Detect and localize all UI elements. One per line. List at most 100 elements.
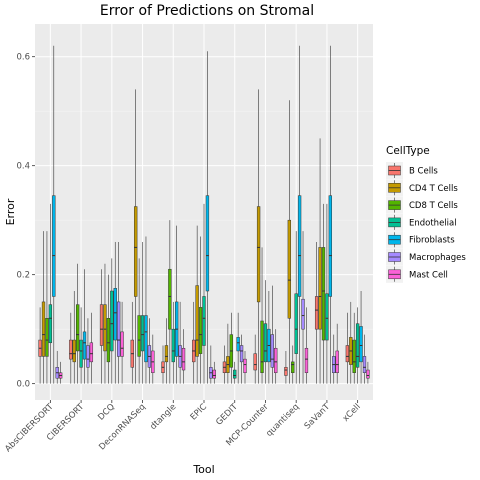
box bbox=[134, 206, 138, 297]
box-group bbox=[69, 263, 94, 384]
box bbox=[52, 195, 56, 297]
box bbox=[359, 326, 363, 363]
box bbox=[284, 367, 288, 376]
box bbox=[212, 369, 216, 379]
box-group bbox=[161, 220, 186, 384]
box bbox=[362, 356, 367, 374]
box-group bbox=[222, 312, 247, 384]
box bbox=[233, 369, 237, 379]
x-tick-label: SaVanT bbox=[303, 401, 333, 431]
legend-label: Fibroblasts bbox=[409, 236, 455, 246]
box bbox=[89, 342, 94, 363]
box bbox=[335, 350, 339, 374]
box-group bbox=[99, 241, 124, 384]
box bbox=[321, 247, 326, 341]
box bbox=[263, 323, 268, 363]
box bbox=[287, 219, 291, 319]
box bbox=[239, 345, 244, 363]
box bbox=[236, 337, 240, 352]
box bbox=[79, 339, 83, 368]
legend-label: Mast Cell bbox=[409, 270, 448, 280]
box bbox=[301, 298, 305, 330]
box bbox=[140, 315, 145, 352]
box bbox=[86, 345, 90, 368]
box bbox=[294, 293, 298, 354]
box bbox=[45, 318, 49, 357]
x-tick-label: quantiseq bbox=[264, 402, 301, 439]
box bbox=[82, 331, 87, 360]
box bbox=[106, 318, 111, 363]
legend: CellType B Cells CD4 T Cells CD8 T Cells En… bbox=[386, 145, 466, 283]
box-group bbox=[345, 291, 370, 384]
box bbox=[314, 296, 319, 330]
box-groups bbox=[38, 45, 370, 384]
box bbox=[164, 345, 169, 363]
box bbox=[253, 353, 257, 371]
legend-item: Mast Cell bbox=[386, 265, 448, 283]
box bbox=[137, 315, 141, 357]
legend-label: Macrophages bbox=[409, 253, 466, 263]
box bbox=[260, 320, 264, 374]
box bbox=[113, 288, 117, 341]
x-tick-label: AbsCIBERSORT bbox=[3, 401, 56, 454]
box bbox=[256, 206, 261, 303]
legend-item: CD8 T Cells bbox=[386, 196, 458, 214]
box bbox=[181, 347, 186, 371]
box bbox=[297, 195, 302, 297]
box bbox=[117, 301, 121, 357]
y-tick-label: 0.4 bbox=[16, 162, 30, 172]
box bbox=[144, 315, 148, 363]
box-group bbox=[314, 45, 339, 384]
legend-item: Endothelial bbox=[386, 213, 457, 231]
legend-title: CellType bbox=[386, 145, 430, 157]
legend-item: B Cells bbox=[386, 162, 438, 179]
legend-item: Macrophages bbox=[386, 248, 466, 266]
legend-label: CD8 T Cells bbox=[409, 201, 458, 211]
box-group bbox=[38, 45, 63, 384]
legend-item: CD4 T Cells bbox=[386, 179, 458, 197]
box-group bbox=[253, 89, 278, 384]
legend-label: CD4 T Cells bbox=[409, 184, 458, 194]
box bbox=[345, 345, 350, 363]
x-tick-label: dtangle bbox=[148, 402, 178, 432]
y-axis-label: Error bbox=[4, 198, 17, 225]
x-axis-label: Tool bbox=[192, 463, 214, 476]
box bbox=[366, 369, 370, 379]
box bbox=[171, 328, 175, 363]
box bbox=[328, 195, 332, 297]
box bbox=[202, 296, 206, 346]
legend-label: Endothelial bbox=[409, 218, 457, 228]
box bbox=[304, 347, 309, 374]
box bbox=[168, 268, 172, 330]
legend-item: Fibroblasts bbox=[386, 231, 455, 249]
box bbox=[355, 323, 360, 368]
y-tick-label: 0.0 bbox=[16, 380, 30, 390]
box bbox=[198, 307, 203, 354]
box-group bbox=[192, 51, 216, 384]
box bbox=[352, 339, 356, 374]
box bbox=[195, 285, 199, 357]
box bbox=[69, 339, 73, 360]
box bbox=[270, 334, 274, 368]
box bbox=[72, 339, 76, 363]
box bbox=[318, 247, 322, 330]
box bbox=[243, 358, 247, 374]
box bbox=[274, 347, 278, 374]
x-tick-label: EPIC bbox=[189, 402, 210, 423]
legend-label: B Cells bbox=[409, 167, 438, 177]
x-tick-label: DCQ bbox=[96, 402, 117, 423]
box bbox=[41, 301, 46, 357]
y-tick-label: 0.2 bbox=[16, 271, 30, 281]
box bbox=[325, 293, 329, 341]
box bbox=[205, 195, 210, 292]
box bbox=[76, 304, 80, 352]
box bbox=[120, 331, 124, 357]
x-tick-label: xCell bbox=[341, 402, 363, 424]
box bbox=[48, 304, 53, 344]
y-axis: 0.0 0.2 0.4 0.6 bbox=[16, 53, 35, 390]
box-group bbox=[130, 89, 155, 384]
box bbox=[103, 304, 107, 352]
box bbox=[110, 290, 114, 352]
